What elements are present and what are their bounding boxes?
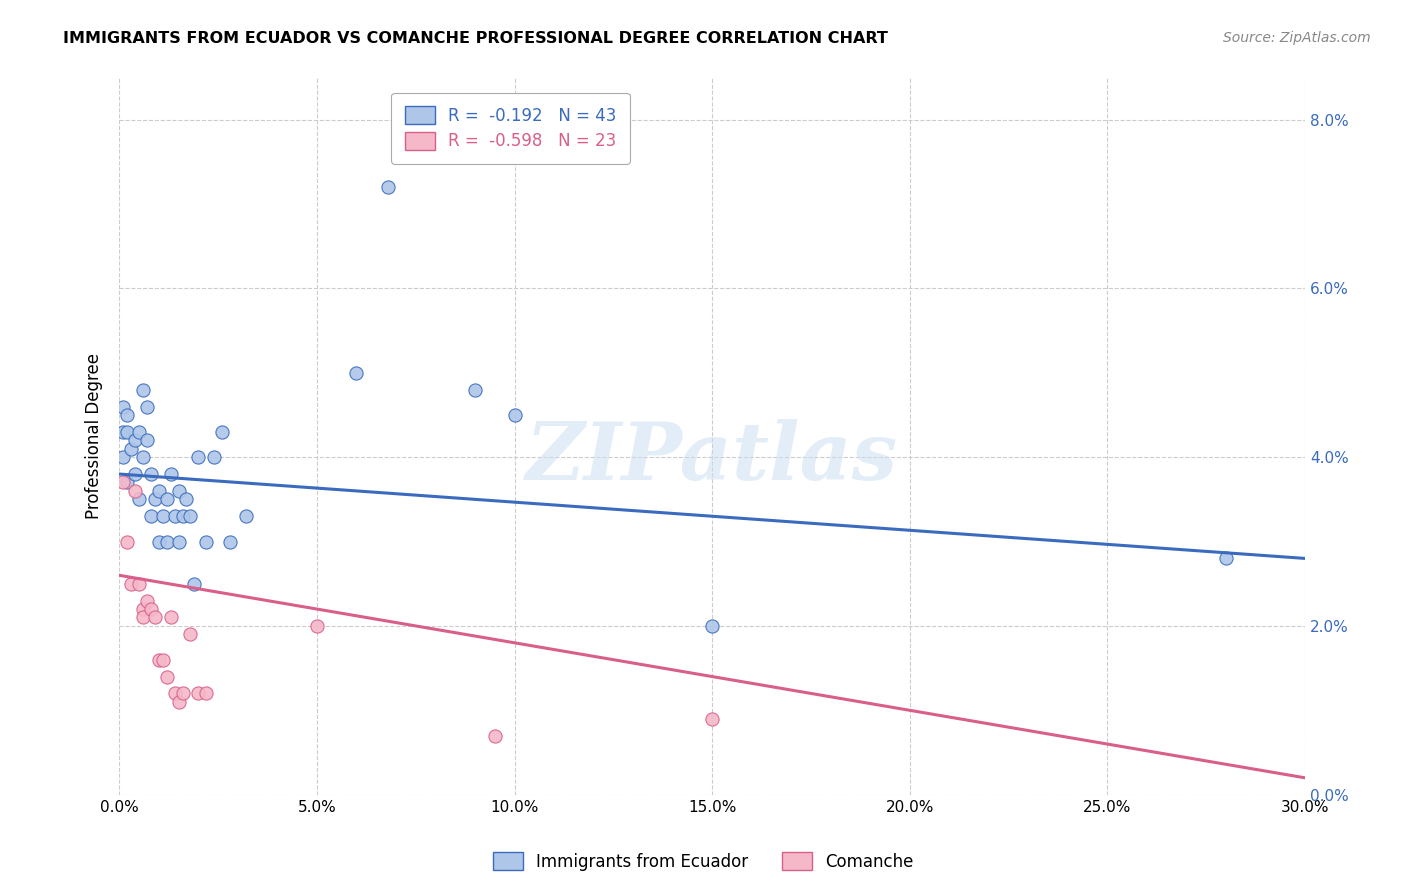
Point xyxy=(187,686,209,700)
Point xyxy=(148,483,170,498)
Point xyxy=(136,593,159,607)
Point xyxy=(132,383,155,397)
Point xyxy=(112,450,135,465)
Point xyxy=(139,602,162,616)
Legend: R =  -0.192   N = 43, R =  -0.598   N = 23: R = -0.192 N = 43, R = -0.598 N = 23 xyxy=(391,93,630,163)
Point xyxy=(163,509,186,524)
Point xyxy=(195,534,218,549)
Point xyxy=(377,180,399,194)
Point xyxy=(132,450,155,465)
Point xyxy=(235,509,257,524)
Point xyxy=(176,492,198,507)
Point xyxy=(179,509,201,524)
Text: ZIPatlas: ZIPatlas xyxy=(526,419,898,496)
Point xyxy=(183,576,205,591)
Point xyxy=(159,467,181,481)
Point xyxy=(159,610,181,624)
Point xyxy=(128,425,150,439)
Point xyxy=(167,534,190,549)
Point xyxy=(156,534,179,549)
Point xyxy=(219,534,242,549)
Point xyxy=(128,492,150,507)
Point xyxy=(163,686,186,700)
Point xyxy=(167,483,190,498)
Point xyxy=(112,400,135,414)
Point xyxy=(484,729,506,743)
Point xyxy=(139,467,162,481)
Point xyxy=(148,534,170,549)
Point xyxy=(503,408,526,422)
Text: Source: ZipAtlas.com: Source: ZipAtlas.com xyxy=(1223,31,1371,45)
Point xyxy=(211,425,233,439)
Point xyxy=(156,669,179,683)
Point xyxy=(172,686,194,700)
Point xyxy=(156,492,179,507)
Legend: Immigrants from Ecuador, Comanche: Immigrants from Ecuador, Comanche xyxy=(485,844,921,880)
Point xyxy=(1215,551,1237,566)
Point xyxy=(187,450,209,465)
Point xyxy=(124,483,146,498)
Point xyxy=(305,619,328,633)
Point xyxy=(152,653,174,667)
Point xyxy=(464,383,486,397)
Point xyxy=(115,534,138,549)
Point xyxy=(167,695,190,709)
Point xyxy=(115,425,138,439)
Point xyxy=(136,434,159,448)
Point xyxy=(128,576,150,591)
Point xyxy=(120,576,142,591)
Point xyxy=(702,619,724,633)
Point xyxy=(702,712,724,726)
Point xyxy=(115,408,138,422)
Point xyxy=(202,450,225,465)
Point xyxy=(346,366,368,380)
Point xyxy=(120,442,142,456)
Point xyxy=(132,610,155,624)
Point xyxy=(124,434,146,448)
Text: IMMIGRANTS FROM ECUADOR VS COMANCHE PROFESSIONAL DEGREE CORRELATION CHART: IMMIGRANTS FROM ECUADOR VS COMANCHE PROF… xyxy=(63,31,889,46)
Point xyxy=(112,475,135,490)
Point xyxy=(115,475,138,490)
Point xyxy=(139,509,162,524)
Point xyxy=(143,492,166,507)
Point xyxy=(132,602,155,616)
Point xyxy=(195,686,218,700)
Point xyxy=(112,425,135,439)
Point xyxy=(148,653,170,667)
Point xyxy=(152,509,174,524)
Point xyxy=(172,509,194,524)
Point xyxy=(143,610,166,624)
Point xyxy=(124,467,146,481)
Point xyxy=(136,400,159,414)
Y-axis label: Professional Degree: Professional Degree xyxy=(86,353,103,519)
Point xyxy=(179,627,201,641)
